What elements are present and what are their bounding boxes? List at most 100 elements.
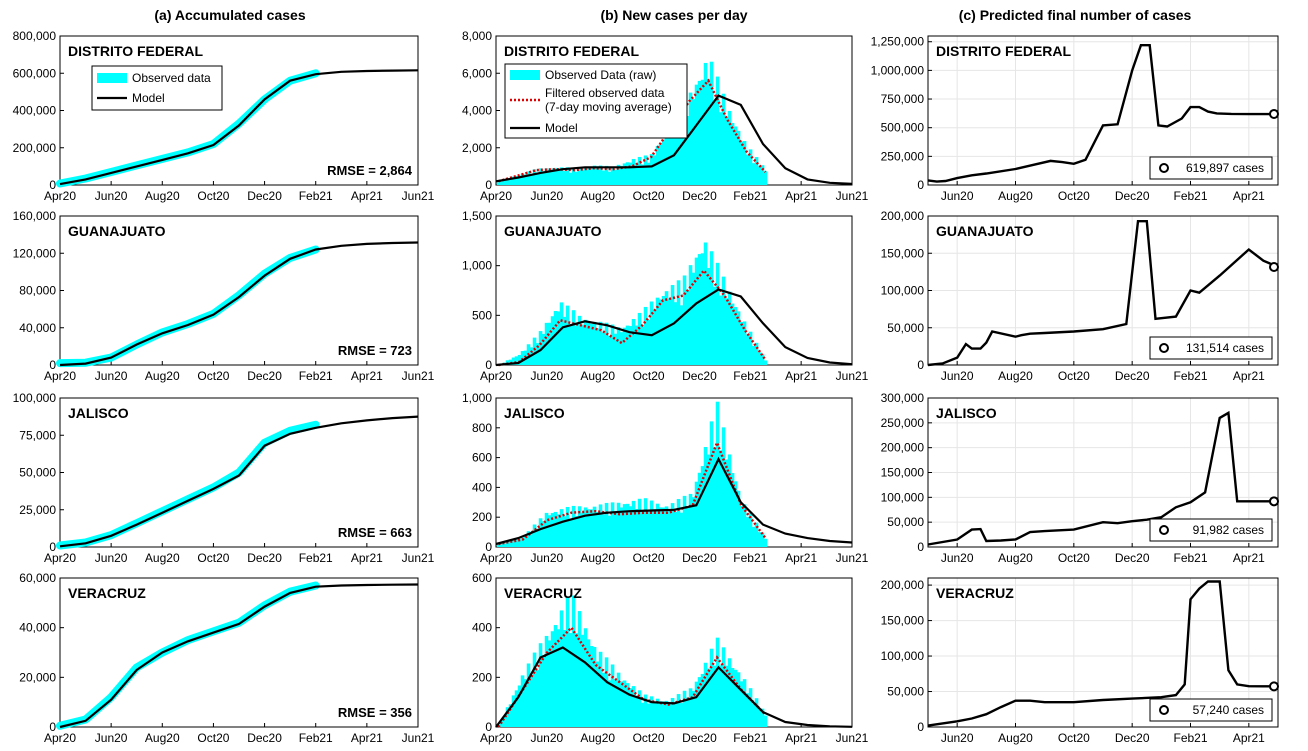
bar-raw <box>634 695 639 727</box>
bar-raw <box>556 311 561 365</box>
bar-raw <box>694 257 699 365</box>
bar-raw <box>751 526 756 547</box>
bar-raw <box>574 171 579 185</box>
bar-raw <box>538 518 543 547</box>
bar-raw <box>502 543 507 547</box>
bar-raw <box>517 685 522 727</box>
bar-raw <box>715 401 720 547</box>
chart-panel-b-4: 0 200 400 600 Apr20 Jun20 Aug20 Oct20 Dec20 Feb21… <box>472 571 869 745</box>
x-tick-label: Dec20 <box>247 551 282 565</box>
y-tick-label: 2,000 <box>462 141 492 155</box>
y-tick-label: 0 <box>49 540 56 554</box>
bar-raw <box>730 122 735 185</box>
bar-raw <box>646 319 651 365</box>
bar-raw <box>700 79 705 185</box>
bar-raw <box>712 101 717 185</box>
x-tick-label: Oct20 <box>633 731 665 745</box>
x-tick-label: Jun20 <box>941 551 974 565</box>
bar-raw <box>556 169 561 185</box>
bar-raw <box>748 331 753 365</box>
x-tick-label: Apr21 <box>785 369 817 383</box>
bar-raw <box>715 76 720 185</box>
bar-raw <box>541 333 546 365</box>
bar-raw <box>736 490 741 547</box>
bar-raw <box>586 167 591 185</box>
bar-raw <box>520 675 525 727</box>
bar-raw <box>634 325 639 365</box>
bar-raw <box>496 544 501 547</box>
bar-raw <box>691 99 696 185</box>
x-tick-label: Oct20 <box>197 731 229 745</box>
x-tick-label: Dec20 <box>247 731 282 745</box>
bar-raw <box>565 167 570 185</box>
x-tick-label: Apr20 <box>480 189 512 203</box>
bar-raw <box>508 704 513 727</box>
bar-raw <box>532 169 537 185</box>
state-label: VERACRUZ <box>68 585 146 601</box>
bar-raw <box>604 502 609 547</box>
bar-raw <box>709 251 714 365</box>
bar-raw <box>616 672 621 727</box>
x-tick-label: Feb21 <box>1173 551 1207 565</box>
bar-raw <box>607 515 612 547</box>
y-tick-label: 150,000 <box>881 614 925 628</box>
x-tick-label: Jun21 <box>402 189 435 203</box>
bar-raw <box>649 301 654 365</box>
bar-raw <box>523 679 528 727</box>
bar-raw <box>619 166 624 185</box>
x-tick-label: Dec20 <box>1115 551 1150 565</box>
bar-raw <box>664 700 669 727</box>
bar-raw <box>742 679 747 727</box>
bar-raw <box>601 514 606 547</box>
bar-raw <box>763 360 768 365</box>
bar-raw <box>685 290 690 365</box>
bar-raw <box>658 701 663 727</box>
x-tick-label: Apr21 <box>785 731 817 745</box>
y-tick-label: 600 <box>472 571 492 585</box>
x-tick-label: Dec20 <box>682 731 717 745</box>
bar-raw <box>622 680 627 727</box>
y-tick-label: 150,000 <box>881 246 925 260</box>
bar-raw <box>562 316 567 365</box>
bar-raw <box>643 498 648 547</box>
bar-raw <box>718 665 723 727</box>
series-model-line <box>495 646 853 728</box>
y-tick-label: 400,000 <box>13 104 57 118</box>
y-tick-label: 200,000 <box>881 209 925 223</box>
bar-raw <box>715 637 720 727</box>
x-tick-label: Oct20 <box>633 369 665 383</box>
final-label-text: 91,982 cases <box>1193 523 1264 537</box>
y-tick-label: 40,000 <box>19 621 56 635</box>
x-tick-label: Apr20 <box>480 551 512 565</box>
bar-raw <box>646 162 651 185</box>
x-tick-label: Apr20 <box>480 731 512 745</box>
bar-raw <box>724 459 729 547</box>
bar-raw <box>643 155 648 185</box>
x-tick-label: Oct20 <box>633 551 665 565</box>
bar-raw <box>703 62 708 186</box>
y-tick-label: 800 <box>472 421 492 435</box>
bar-raw <box>565 305 570 365</box>
x-tick-label: Jun20 <box>531 731 564 745</box>
chart-panel-b-2: 0 500 1,000 1,500 Apr20 Jun20 Aug20 Oct20 Dec20 F… <box>462 209 869 383</box>
bar-raw <box>553 625 558 727</box>
bar-raw <box>727 110 732 185</box>
series-observed-line <box>56 581 320 730</box>
bar-raw <box>595 511 600 547</box>
bar-raw <box>754 698 759 727</box>
y-tick-label: 0 <box>485 178 492 192</box>
bar-raw <box>547 515 552 547</box>
bar-raw <box>499 179 504 185</box>
bar-raw <box>568 325 573 365</box>
bar-raw <box>679 305 684 365</box>
bar-raw <box>706 78 711 185</box>
bar-raw <box>682 690 687 727</box>
y-tick-label: 1,000 <box>462 259 492 273</box>
bar-raw <box>610 324 615 365</box>
bar-raw <box>736 311 741 365</box>
bar-raw <box>514 539 519 547</box>
rmse-label: RMSE = 2,864 <box>327 163 413 178</box>
bar-raw <box>529 676 534 727</box>
bar-raw <box>592 165 597 185</box>
rmse-label: RMSE = 356 <box>338 705 412 720</box>
